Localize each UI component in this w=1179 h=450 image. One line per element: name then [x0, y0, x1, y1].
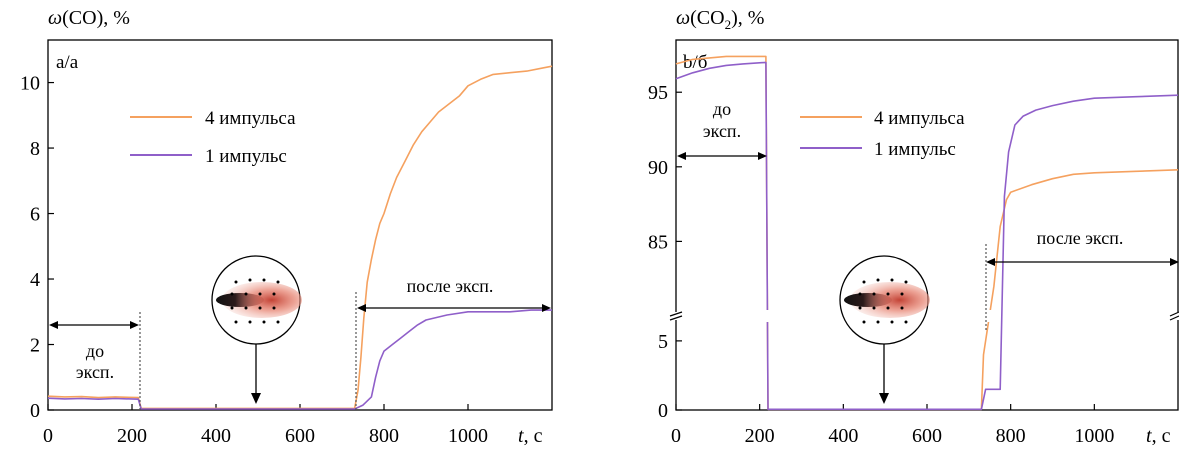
plot-frame — [675, 39, 1179, 411]
y-tick-label: 2 — [30, 335, 40, 357]
x-tick-label: 1000 — [448, 425, 488, 447]
x-tick-label: 800 — [996, 425, 1026, 447]
after-label: после эксп. — [407, 276, 494, 296]
x-axis-label: t, с — [518, 425, 543, 447]
y-axis-label: ω(CO), % — [48, 7, 130, 29]
y-tick-label: 0 — [30, 400, 40, 422]
legend-label-1pulse: 1 импульс — [205, 146, 287, 167]
y-tick-label: 0 — [658, 400, 668, 422]
y-tick-label: 10 — [20, 73, 40, 95]
series-group — [675, 55, 1179, 411]
panel-a: ω(CO), % a/a 0 2 4 6 8 10 0 200 400 600 800 1000 t… — [20, 7, 553, 447]
series-line-1pulse — [47, 309, 552, 410]
plot-frame — [47, 39, 553, 411]
legend: 4 импульса 1 импульс — [130, 108, 296, 167]
panel-label: b/б — [683, 52, 707, 73]
x-tick-label: 400 — [201, 425, 231, 447]
flame-inset — [839, 255, 930, 404]
x-tick-label: 1000 — [1074, 425, 1114, 447]
x-tick-label: 200 — [745, 425, 775, 447]
y-axis-label: ω(CO2), % — [676, 7, 764, 32]
after-label: после эксп. — [1037, 228, 1124, 248]
x-tick-label: 400 — [828, 425, 858, 447]
series-line-4pulses — [675, 55, 1179, 411]
panel-b: ω(CO2), % b/б 0 5 85 90 95 0 200 400 600 800 1000… — [648, 7, 1179, 447]
legend-label-1pulse: 1 импульс — [874, 139, 956, 160]
before-label-top: до — [86, 341, 104, 361]
y-tick-label: 90 — [648, 157, 668, 179]
series-group — [47, 65, 553, 410]
flame-inset — [211, 255, 302, 404]
legend-label-4pulses: 4 импульса — [205, 108, 296, 129]
y-tick-label: 5 — [658, 331, 668, 353]
axis-break — [668, 310, 1179, 322]
y-tick-label: 8 — [30, 138, 40, 160]
before-label-top: до — [713, 99, 731, 119]
before-label-bottom: эксп. — [703, 121, 741, 141]
x-tick-label: 800 — [369, 425, 399, 447]
x-tick-label: 600 — [285, 425, 315, 447]
after-arrow — [357, 304, 551, 312]
series-line-1pulse — [675, 61, 1179, 411]
y-tick-label: 95 — [648, 82, 668, 104]
after-arrow — [986, 258, 1179, 266]
before-arrow — [49, 321, 139, 329]
y-ticks: 0 2 4 6 8 10 — [20, 73, 54, 422]
y-ticks: 0 5 85 90 95 — [648, 82, 682, 422]
x-tick-label: 600 — [912, 425, 942, 447]
series-line-4pulses — [47, 65, 553, 410]
x-axis-label: t, с — [1146, 425, 1171, 447]
y-tick-label: 85 — [648, 231, 668, 253]
x-tick-label: 200 — [117, 425, 147, 447]
legend-label-4pulses: 4 импульса — [874, 108, 965, 129]
legend: 4 импульса 1 импульс — [800, 108, 965, 160]
x-ticks: 0 200 400 600 800 1000 — [43, 404, 488, 447]
x-tick-label: 0 — [671, 425, 681, 447]
x-tick-label: 0 — [43, 425, 53, 447]
x-ticks: 0 200 400 600 800 1000 — [671, 404, 1114, 447]
before-label-bottom: эксп. — [76, 362, 114, 382]
panel-label: a/a — [56, 52, 79, 73]
before-arrow — [677, 152, 767, 160]
y-tick-label: 4 — [30, 269, 40, 291]
y-tick-label: 6 — [30, 204, 40, 226]
